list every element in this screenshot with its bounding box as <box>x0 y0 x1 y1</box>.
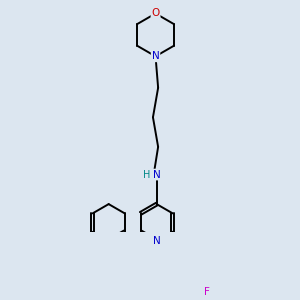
Text: H: H <box>143 169 151 180</box>
Text: N: N <box>152 51 159 61</box>
Text: O: O <box>152 8 160 19</box>
Text: N: N <box>153 236 160 246</box>
Text: N: N <box>153 169 160 180</box>
Text: F: F <box>204 287 210 297</box>
